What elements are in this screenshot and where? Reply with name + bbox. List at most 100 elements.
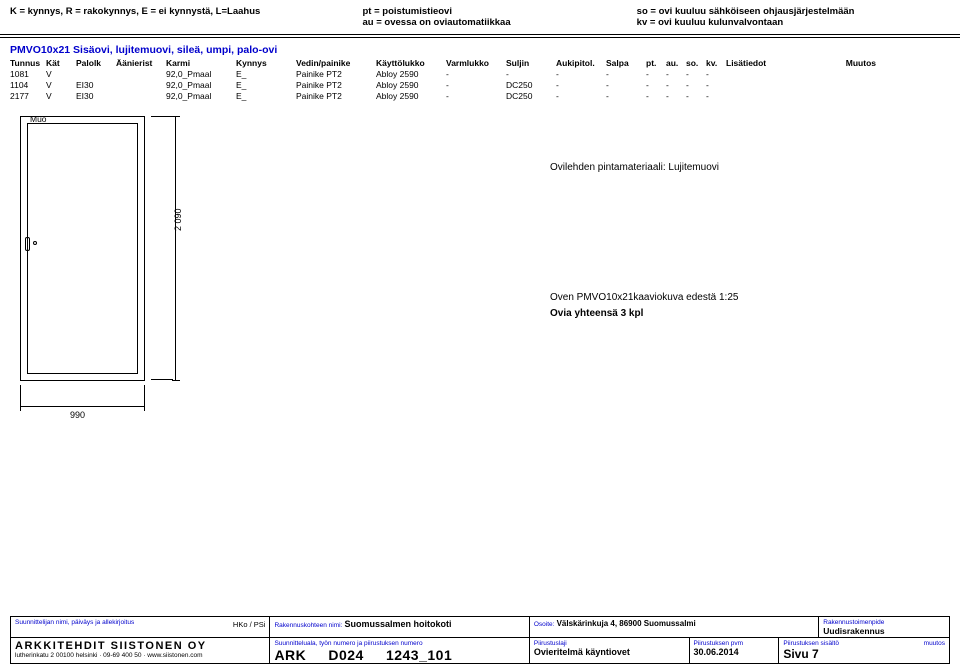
cell-palolk <box>76 69 116 80</box>
tb-label: Rakennustoimenpide <box>823 619 945 626</box>
title-block: Suunnittelijan nimi, päiväys ja allekirj… <box>10 616 950 664</box>
tb-muutos-label: muutos <box>924 640 945 647</box>
cell-suljin: DC250 <box>506 80 556 91</box>
door-leaf <box>27 123 138 374</box>
tb-label: Rakennuskohteen nimi: <box>274 622 342 629</box>
caption-count: Ovia yhteensä 3 kpl <box>550 308 643 319</box>
legend-au: au = ovessa on oviautomatiikkaa <box>363 17 637 28</box>
cell-vedin: Painike PT2 <box>296 80 376 91</box>
legend-so: so = ovi kuuluu sähköiseen ohjausjärjest… <box>637 6 950 17</box>
col-suljin: Suljin <box>506 58 556 69</box>
cell-karmi: 92,0_Pmaal <box>166 69 236 80</box>
door-type-title: PMVO10x21 Sisäovi, lujitemuovi, sileä, u… <box>0 40 960 58</box>
cell-so: - <box>686 69 706 80</box>
legend-abbrev: K = kynnys, R = rakokynnys, E = ei kynny… <box>10 6 363 28</box>
cell-salpa: - <box>606 69 646 80</box>
cell-kv: - <box>706 69 726 80</box>
col-karmi: Karmi <box>166 58 236 69</box>
col-varm: Varmlukko <box>446 58 506 69</box>
cell-varm: - <box>446 80 506 91</box>
col-palolk: Palolk <box>76 58 116 69</box>
dim-height-line <box>175 116 176 381</box>
cell-salpa: - <box>606 80 646 91</box>
cell-kynnys: E_ <box>236 80 296 91</box>
col-aani: Äänierist <box>116 58 166 69</box>
cell-lisa <box>726 80 826 91</box>
tb-label: Osoite: <box>534 621 555 628</box>
col-auki: Aukipitol. <box>556 58 606 69</box>
cell-aani <box>116 69 166 80</box>
cell-kaytto: Abloy 2590 <box>376 69 446 80</box>
muo-label: Muo <box>30 114 47 124</box>
cell-muutos <box>826 69 876 80</box>
door-frame <box>20 116 145 381</box>
material-note: Ovilehden pintamateriaali: Lujitemuovi <box>550 162 719 173</box>
tb-action-val: Uudisrakennus <box>823 626 884 636</box>
tb-type-val: Ovieritelmä käyntiovet <box>534 647 630 657</box>
legend-so-kv: so = ovi kuuluu sähköiseen ohjausjärjest… <box>637 6 950 28</box>
door-table: Tunnus Kät Palolk Äänierist Karmi Kynnys… <box>0 58 960 102</box>
col-so: so. <box>686 58 706 69</box>
col-tunnus: Tunnus <box>10 58 46 69</box>
cell-tunnus: 1081 <box>10 69 46 80</box>
table-row: 1104VEI3092,0_PmaalE_Painike PT2Abloy 25… <box>10 80 950 91</box>
tb-label: Suunnittelijan nimi, päiväys ja allekirj… <box>15 619 265 626</box>
legend-row: K = kynnys, R = rakokynnys, E = ei kynny… <box>0 0 960 32</box>
legend-pt-au: pt = poistumistieovi au = ovessa on ovia… <box>363 6 637 28</box>
cell-tunnus: 2177 <box>10 91 46 102</box>
titleblock-row1: Suunnittelijan nimi, päiväys ja allekirj… <box>11 617 949 637</box>
drawing-area: Muo 2 090 990 Ovilehden pintamateriaali:… <box>0 102 960 391</box>
cell-aani <box>116 91 166 102</box>
cell-kaytto: Abloy 2590 <box>376 91 446 102</box>
table-row: 2177VEI3092,0_PmaalE_Painike PT2Abloy 25… <box>10 91 950 102</box>
cell-kv: - <box>706 80 726 91</box>
col-salpa: Salpa <box>606 58 646 69</box>
cell-au: - <box>666 91 686 102</box>
tb-label: Piirustuksen sisältö <box>783 640 945 647</box>
cell-pt: - <box>646 69 666 80</box>
cell-kat: V <box>46 91 76 102</box>
tb-drawing-num: Suunnitteluala, työn numero ja piirustuk… <box>270 637 529 663</box>
tb-type: Piirustuslaji Ovieritelmä käyntiovet <box>530 637 690 663</box>
col-vedin: Vedin/painike <box>296 58 376 69</box>
cell-varm: - <box>446 69 506 80</box>
tb-date: Piirustuksen pvm 30.06.2014 <box>690 637 780 663</box>
cell-auki: - <box>556 69 606 80</box>
tb-designer: Suunnittelijan nimi, päiväys ja allekirj… <box>11 617 270 637</box>
col-pt: pt. <box>646 58 666 69</box>
cell-varm: - <box>446 91 506 102</box>
dim-ext <box>151 379 173 380</box>
dim-ext <box>151 116 173 117</box>
tb-label: Suunnitteluala, työn numero ja piirustuk… <box>274 640 524 647</box>
cell-muutos <box>826 80 876 91</box>
table-row: 1081V92,0_PmaalE_Painike PT2Abloy 2590--… <box>10 69 950 80</box>
cell-so: - <box>686 80 706 91</box>
col-au: au. <box>666 58 686 69</box>
cell-so: - <box>686 91 706 102</box>
cell-suljin: - <box>506 69 556 80</box>
titleblock-row2: ARKKITEHDIT SIISTONEN OY lutherinkatu 2 … <box>11 637 949 663</box>
tb-project-num: 1243_101 <box>386 647 452 663</box>
tb-discipline: ARK <box>274 647 306 663</box>
cell-kynnys: E_ <box>236 91 296 102</box>
cell-vedin: Painike PT2 <box>296 91 376 102</box>
cell-tunnus: 1104 <box>10 80 46 91</box>
dim-width-line <box>20 406 145 407</box>
cell-karmi: 92,0_Pmaal <box>166 91 236 102</box>
dim-ext <box>20 385 21 405</box>
cell-kat: V <box>46 69 76 80</box>
tb-firm: ARKKITEHDIT SIISTONEN OY lutherinkatu 2 … <box>11 637 270 663</box>
col-kat: Kät <box>46 58 76 69</box>
cell-pt: - <box>646 80 666 91</box>
dim-ext <box>144 385 145 405</box>
cell-pt: - <box>646 91 666 102</box>
cell-au: - <box>666 69 686 80</box>
col-kv: kv. <box>706 58 726 69</box>
tb-address: Osoite: Välskärinkuja 4, 86900 Suomussal… <box>530 617 819 637</box>
tb-sheet: D024 <box>328 647 363 663</box>
divider <box>0 34 960 35</box>
tb-page: Piirustuksen sisältö Sivu 7 muutos <box>779 637 949 663</box>
tb-date-val: 30.06.2014 <box>694 647 739 657</box>
firm-contact: lutherinkatu 2 00100 helsinki · 09-69 40… <box>15 652 265 659</box>
dim-width-value: 990 <box>70 410 85 420</box>
